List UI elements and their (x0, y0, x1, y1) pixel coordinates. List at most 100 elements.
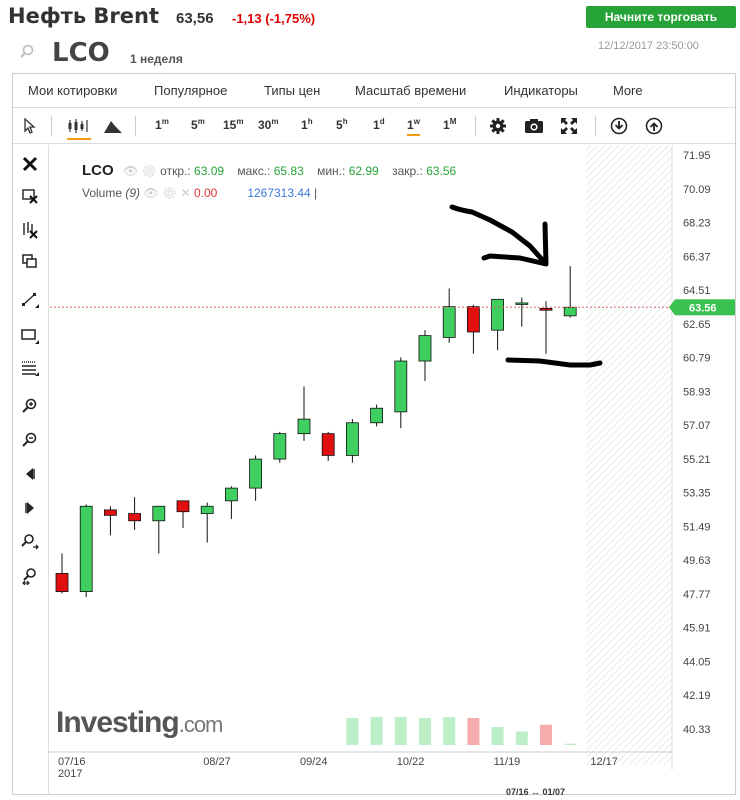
price-tick-label: 55.21 (683, 454, 711, 466)
zoom-fit-icon[interactable] (21, 567, 39, 585)
price-axis: 71.95 70.09 68.23 66.37 64.51 62.65 60.79 58.93… (683, 150, 711, 736)
menu-more[interactable]: More (613, 83, 643, 98)
zoom-out-icon[interactable] (21, 431, 39, 449)
volume-bar (346, 718, 359, 745)
scroll-right-icon[interactable] (21, 499, 39, 517)
interval-1m[interactable]: 1m (155, 117, 169, 132)
candle-body (297, 418, 311, 435)
time-tick-label: 09/24 (300, 756, 328, 768)
menu-indicators[interactable]: Индикаторы (504, 83, 578, 98)
interval-1d[interactable]: 1d (373, 117, 385, 132)
zoom-reset-icon[interactable] (21, 533, 39, 551)
interval-5m[interactable]: 5m (191, 117, 205, 132)
candle-body (321, 433, 335, 456)
menu-popular[interactable]: Популярное (154, 83, 228, 98)
hand-drawn-underline (505, 357, 603, 368)
volume-ma-value: 1267313.44 (247, 186, 311, 200)
start-trading-button[interactable]: Начните торговать (586, 6, 736, 28)
price-tick-label: 64.51 (683, 285, 711, 297)
time-tick-label: 07/16 (58, 756, 86, 768)
menu-time-scale[interactable]: Масштаб времени (355, 83, 467, 98)
time-tick-label: 10/22 (397, 756, 425, 768)
fullscreen-icon[interactable] (561, 118, 577, 134)
candle-body (418, 335, 432, 362)
candles (55, 266, 577, 598)
toolbar-separator (595, 116, 596, 136)
candles-icon[interactable] (67, 118, 89, 134)
future-area (586, 145, 672, 765)
rectangle-tool-icon[interactable] (21, 327, 39, 345)
price-tick-label: 62.65 (683, 319, 711, 331)
legend-symbol: LCO (82, 162, 114, 179)
camera-icon[interactable] (524, 118, 544, 134)
settings-gear-icon[interactable] (489, 117, 507, 135)
candle-body (176, 500, 190, 513)
time-tick-label: 08/27 (203, 756, 231, 768)
interval-15m[interactable]: 15m (223, 117, 244, 132)
open-label: откр.: (160, 164, 191, 178)
download-icon[interactable] (610, 117, 628, 135)
candle-body (128, 513, 142, 522)
price-tick-label: 47.77 (683, 589, 711, 601)
volume-value: 0.00 (193, 186, 218, 200)
candle-body (442, 306, 456, 338)
menu-bar: Мои котировки Популярное Типы цен Масшта… (13, 74, 735, 108)
fibonacci-tool-icon[interactable] (21, 359, 39, 377)
symbol-field[interactable]: LCO (52, 38, 110, 68)
trend-line-tool-icon[interactable] (21, 291, 39, 309)
time-tick-label: 12/17 (590, 756, 618, 768)
eye-icon[interactable]: 👁 ⚙ (123, 164, 157, 178)
investing-watermark: Investing.com (56, 706, 223, 739)
volume-bar (564, 743, 577, 745)
area-chart-icon[interactable] (103, 118, 123, 134)
volume-bar (419, 718, 431, 745)
price-tick-label: 71.95 (683, 150, 711, 162)
volume-bar (370, 717, 383, 745)
hand-drawn-arrow (449, 204, 549, 267)
volume-controls-icon[interactable]: 👁 ⚙ ✕ (143, 186, 191, 200)
close-icon[interactable] (21, 155, 39, 173)
candle-body (55, 573, 69, 592)
price-tick-label: 68.23 (683, 218, 711, 230)
delete-drawings-icon[interactable] (21, 187, 39, 205)
price-tick-label: 58.93 (683, 386, 711, 398)
last-price-tag (675, 299, 735, 316)
delete-indicators-icon[interactable] (21, 221, 39, 239)
close-value: 63.56 (426, 164, 457, 178)
cursor-icon[interactable] (23, 118, 37, 134)
header: Нефть Brent 63,56 -1,13 (-1,75%) Начните… (0, 0, 740, 40)
price-tick-label: 45.91 (683, 623, 711, 635)
price-tick-label: 66.37 (683, 251, 711, 263)
candle-body (345, 422, 359, 456)
menu-price-types[interactable]: Типы цен (264, 83, 321, 98)
candle-body (224, 487, 238, 502)
candle-body (394, 360, 408, 413)
last-price-tag-pointer (669, 299, 675, 316)
price-tick-label: 44.05 (683, 656, 711, 668)
menu-my-quotes[interactable]: Мои котировки (28, 83, 118, 98)
datetime-label: 12/12/2017 23:50:00 (598, 40, 699, 52)
interval-1M[interactable]: 1M (443, 117, 457, 132)
close-label: закр.: (392, 164, 423, 178)
chart-frame (12, 73, 736, 795)
interval-1w[interactable]: 1w (407, 117, 420, 136)
interval-5h[interactable]: 5h (336, 117, 348, 132)
ohlc-legend: LCO 👁 ⚙ откр.: 63.09 макс.: 65.83 мин.: … (82, 162, 466, 179)
interval-1h[interactable]: 1h (301, 117, 313, 132)
volume-bar (540, 724, 552, 745)
copy-chart-icon[interactable] (21, 253, 39, 271)
candle-body (539, 307, 553, 311)
price-change: -1,13 (-1,75%) (232, 11, 316, 26)
volume-bar (467, 718, 480, 745)
interval-30m[interactable]: 30m (258, 117, 279, 132)
zoom-in-icon[interactable] (21, 397, 39, 415)
upload-icon[interactable] (645, 117, 663, 135)
scroll-left-icon[interactable] (21, 465, 39, 483)
price-tick-label: 70.09 (683, 184, 711, 196)
last-price-label: 63.56 (689, 302, 717, 314)
drawing-tools-panel (13, 145, 49, 795)
search-icon[interactable] (20, 44, 34, 58)
candle-body (466, 306, 480, 333)
